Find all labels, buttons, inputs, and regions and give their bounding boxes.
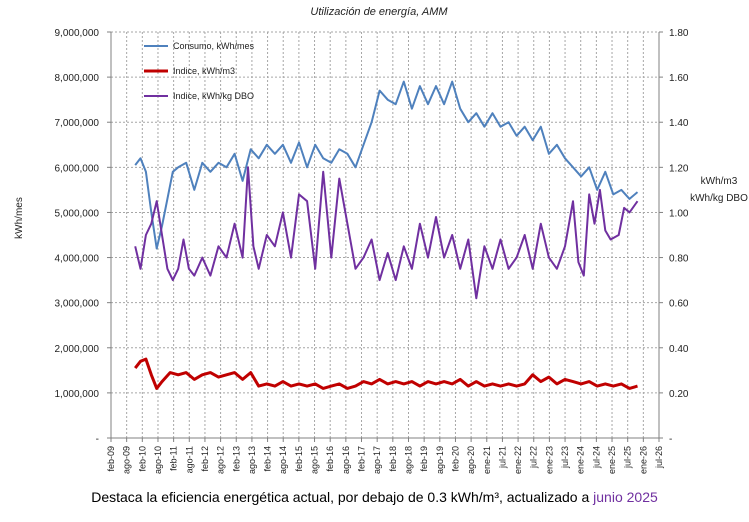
x-tick-label: ago-17: [372, 446, 382, 474]
y-tick-label: 7,000,000: [55, 118, 100, 129]
x-tick-label: ene-22: [513, 446, 523, 474]
x-tick-label: jul-23: [560, 446, 570, 469]
x-tick-label: ago-10: [153, 446, 163, 474]
y-axis-label: kWh/mes: [14, 197, 25, 239]
x-tick-label: feb-16: [325, 446, 335, 472]
x-tick-label: ene-26: [638, 446, 648, 474]
x-tick-label: feb-18: [388, 446, 398, 472]
y2-axis-label-unit-1: kWh/m3: [701, 176, 738, 187]
y-tick-label: 8,000,000: [55, 73, 100, 84]
x-tick-label: ago-12: [216, 446, 226, 474]
x-tick-label: feb-19: [419, 446, 429, 472]
x-tick-label: jul-25: [623, 446, 633, 469]
x-tick-label: feb-12: [200, 446, 210, 472]
y-tick-label: 3,000,000: [55, 299, 100, 310]
x-tick-label: feb-10: [137, 446, 147, 472]
x-tick-label: ago-11: [184, 446, 194, 473]
y2-tick-label: 1.60: [669, 73, 689, 84]
y-tick-label: 9,000,000: [55, 28, 100, 39]
x-tick-label: ene-23: [544, 446, 554, 474]
x-tick-label: feb-20: [450, 446, 460, 472]
chart-background: [0, 0, 749, 485]
x-tick-label: ago-20: [466, 446, 476, 474]
x-tick-label: ago-19: [435, 446, 445, 474]
series-line-indice-kwh-kg-dbo: [134, 166, 639, 300]
y2-tick-label: 1.40: [669, 118, 689, 129]
x-tick-label: feb-09: [106, 446, 116, 472]
x-tick-label: feb-13: [231, 446, 241, 472]
series-layer: [134, 80, 639, 390]
x-tick-label: ago-13: [247, 446, 257, 474]
chart-title: Utilización de energía, AMM: [310, 6, 448, 18]
x-tick-label: feb-17: [357, 446, 367, 472]
y2-tick-label: 0.40: [669, 344, 689, 355]
x-tick-label: feb-11: [169, 446, 179, 471]
caption-text: Destaca la eficiencia energética actual,…: [91, 489, 590, 505]
chart-caption: Destaca la eficiencia energética actual,…: [0, 489, 749, 505]
y2-tick-label: -: [669, 434, 672, 445]
y-tick-label: 1,000,000: [55, 389, 100, 400]
grid-layer: [111, 31, 659, 438]
x-tick-label: ene-25: [607, 446, 617, 474]
x-tick-label: feb-15: [294, 446, 304, 472]
chart-svg: - - 1,000,000 0.20 2,000,000 0.40 3,000,000 0.6…: [0, 0, 749, 485]
y-tick-label: -: [96, 434, 99, 445]
x-tick-label: ago-18: [403, 446, 413, 474]
x-tick-label: jul-24: [591, 446, 601, 469]
y2-axis-label-unit-2: kWh/kg DBO: [690, 193, 748, 204]
y2-tick-label: 1.80: [669, 28, 689, 39]
x-tick-label: feb-14: [263, 446, 273, 472]
y2-tick-label: 0.80: [669, 254, 689, 265]
x-tick-label: ene-21: [482, 446, 492, 474]
legend-label: Consumo, kWh/mes: [173, 41, 255, 51]
x-tick-label: jul-26: [654, 446, 664, 469]
x-tick-label: ago-16: [341, 446, 351, 474]
y-tick-label: 5,000,000: [55, 208, 100, 219]
x-tick-label: ago-15: [310, 446, 320, 474]
y-tick-label: 2,000,000: [55, 344, 100, 355]
axis-layer: - - 1,000,000 0.20 2,000,000 0.40 3,000,000 0.6…: [55, 28, 689, 474]
x-tick-label: jul-21: [497, 446, 507, 469]
x-tick-label: jul-22: [529, 446, 539, 469]
x-tick-label: ago-14: [278, 446, 288, 474]
series-line-indice-kwh-m3: [134, 357, 638, 390]
series-line-consumo: [134, 80, 639, 250]
chart-legend: Consumo, kWh/mes Indice, kWh/m3 Indice, kW…: [144, 41, 255, 101]
x-tick-label: ago-09: [122, 446, 132, 474]
y2-tick-label: 0.60: [669, 299, 689, 310]
y-tick-label: 6,000,000: [55, 163, 100, 174]
y2-tick-label: 0.20: [669, 389, 689, 400]
y2-tick-label: 1.20: [669, 163, 689, 174]
legend-label: Indice, kWh/kg DBO: [173, 91, 254, 101]
legend-label: Indice, kWh/m3: [173, 66, 235, 76]
caption-date-highlight: junio 2025: [593, 489, 658, 505]
y-tick-label: 4,000,000: [55, 254, 100, 265]
y2-tick-label: 1.00: [669, 208, 689, 219]
x-tick-label: ene-24: [576, 446, 586, 474]
